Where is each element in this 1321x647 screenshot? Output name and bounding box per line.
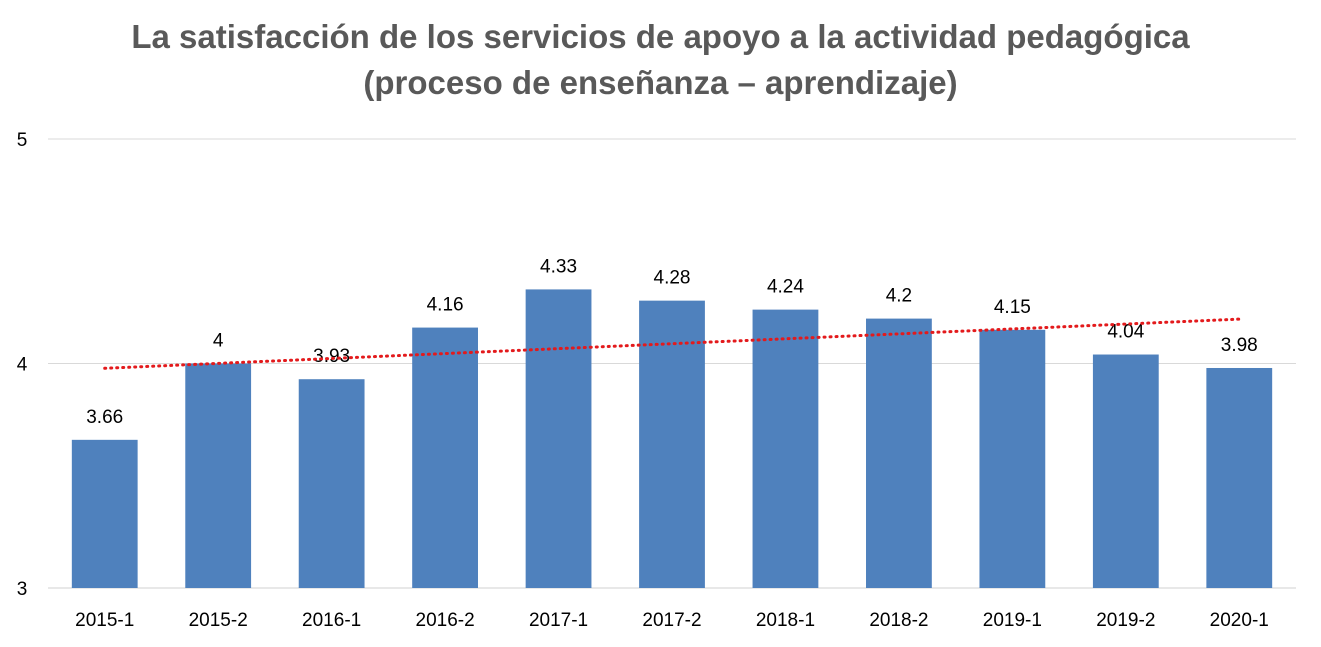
chart-title-line-2: (proceso de enseñanza – aprendizaje) [363, 64, 958, 101]
chart-title-line-1: La satisfacción de los servicios de apoy… [131, 18, 1190, 55]
x-tick-label: 2017-2 [642, 610, 701, 631]
bar-2019-1 [979, 329, 1046, 588]
x-tick-label: 2020-1 [1210, 610, 1269, 631]
x-tick-label: 2019-2 [1096, 610, 1155, 631]
chart-title: La satisfacción de los servicios de apoy… [0, 14, 1321, 106]
data-label: 4.15 [994, 297, 1031, 318]
y-axis-ticks: 3 4 5 [17, 130, 28, 600]
data-label: 4.24 [767, 277, 804, 298]
y-tick-label: 3 [17, 579, 28, 600]
bar-2017-2 [639, 300, 705, 588]
bar-2016-2 [412, 327, 478, 588]
data-label: 4 [213, 331, 224, 352]
bar-2018-2 [866, 318, 932, 588]
x-tick-label: 2015-1 [75, 610, 134, 631]
bar-2015-2 [185, 363, 252, 588]
data-label: 4.04 [1107, 322, 1144, 343]
bar-2018-1 [752, 309, 819, 588]
y-tick-label: 4 [17, 355, 28, 376]
bar-2016-1 [298, 379, 365, 588]
x-tick-label: 2016-1 [302, 610, 361, 631]
x-tick-label: 2018-1 [756, 610, 815, 631]
bars [71, 289, 1273, 588]
bar-2020-1 [1206, 367, 1273, 588]
x-axis-ticks: 2015-1 2015-2 2016-1 2016-2 2017-1 2017-2 2018… [75, 610, 1269, 631]
x-tick-label: 2019-1 [983, 610, 1042, 631]
y-tick-label: 5 [17, 130, 28, 151]
bar-2015-1 [71, 439, 138, 588]
x-tick-label: 2018-2 [869, 610, 928, 631]
data-label: 4.33 [540, 256, 577, 277]
bar-2017-1 [525, 289, 592, 588]
data-label: 3.93 [313, 346, 350, 367]
x-tick-label: 2017-1 [529, 610, 588, 631]
data-label: 4.16 [427, 295, 464, 316]
x-tick-label: 2016-2 [416, 610, 475, 631]
x-tick-label: 2015-2 [189, 610, 248, 631]
data-label: 4.2 [886, 286, 912, 307]
data-labels: 3.66 4 3.93 4.16 4.33 4.28 4.24 4.2 4.15 4.04 3.98 [86, 256, 1258, 427]
data-label: 4.28 [654, 268, 691, 289]
data-label: 3.66 [86, 407, 123, 428]
data-label: 3.98 [1221, 335, 1258, 356]
bar-2019-2 [1092, 354, 1159, 588]
